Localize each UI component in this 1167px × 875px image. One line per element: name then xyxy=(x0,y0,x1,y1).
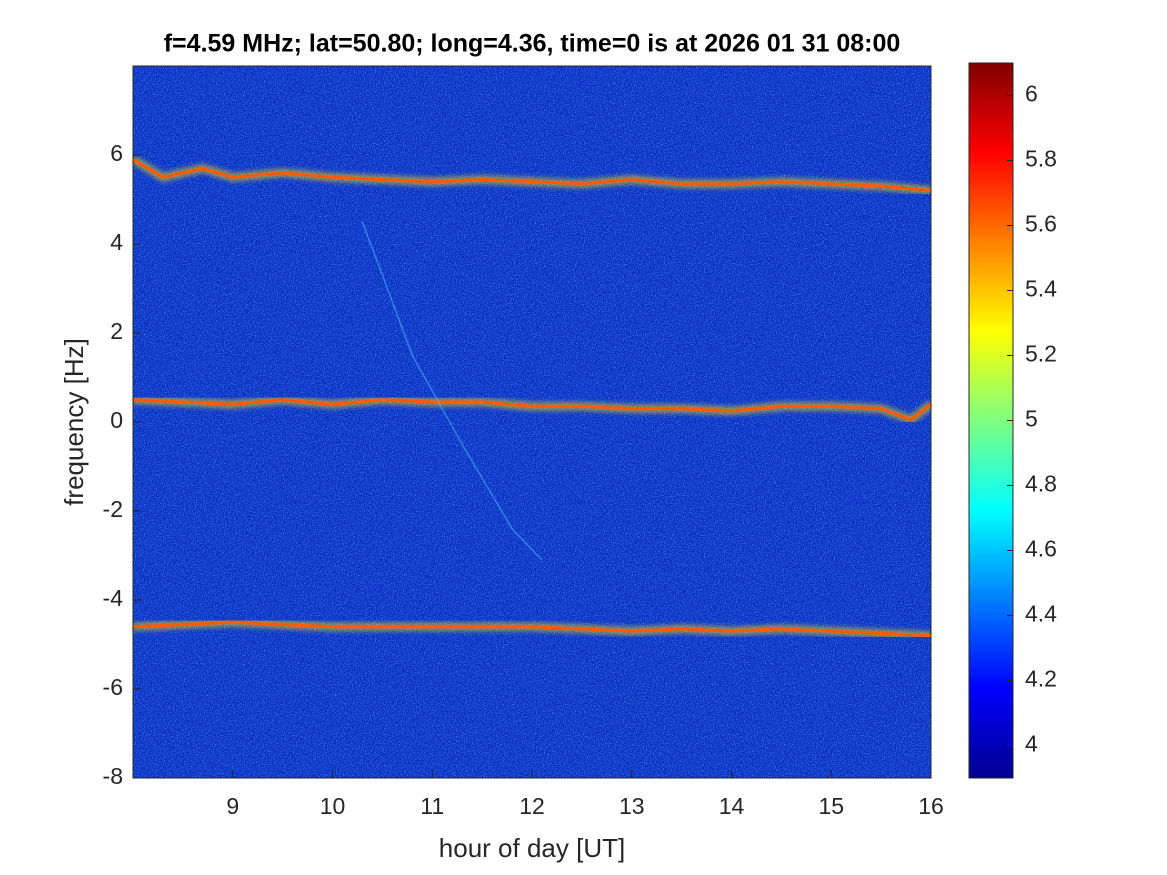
colorbar-tick-label: 4.4 xyxy=(1025,601,1057,627)
y-tick-label: 2 xyxy=(110,318,123,344)
y-tick-label: -2 xyxy=(103,496,123,522)
colorbar-tick-label: 5.6 xyxy=(1025,211,1057,237)
x-tick-label: 11 xyxy=(420,793,444,819)
colorbar-tick-label: 5.4 xyxy=(1025,276,1057,302)
x-tick-label: 10 xyxy=(320,793,346,819)
y-tick-label: -4 xyxy=(103,585,124,611)
x-tick-label: 9 xyxy=(226,793,239,819)
colorbar-tick-label: 4 xyxy=(1025,731,1038,757)
y-tick-label: 4 xyxy=(110,229,123,255)
colorbar-tick-label: 5 xyxy=(1025,406,1038,432)
colorbar-tick-label: 6 xyxy=(1025,81,1038,107)
colorbar-tick-label: 4.8 xyxy=(1025,471,1057,497)
y-axis-label: frequency [Hz] xyxy=(59,338,89,506)
trace xyxy=(132,158,932,193)
colorbar-tick-label: 5.8 xyxy=(1025,146,1057,172)
y-tick-label: -8 xyxy=(103,763,123,789)
y-tick-label: 6 xyxy=(110,140,123,166)
colorbar-tick-label: 5.2 xyxy=(1025,341,1057,367)
trace xyxy=(132,620,932,638)
colorbar-tick-label: 4.2 xyxy=(1025,666,1057,692)
x-tick-label: 12 xyxy=(519,793,545,819)
x-tick-label: 14 xyxy=(719,793,745,819)
trace xyxy=(361,221,543,561)
x-axis-label: hour of day [UT] xyxy=(439,833,625,863)
y-tick-label: 0 xyxy=(110,407,123,433)
trace xyxy=(132,398,932,422)
x-tick-label: 15 xyxy=(818,793,844,819)
x-tick-label: 13 xyxy=(619,793,645,819)
x-tick-label: 16 xyxy=(918,793,944,819)
chart-title: f=4.59 MHz; lat=50.80; long=4.36, time=0… xyxy=(164,30,901,58)
plot-area xyxy=(130,66,934,778)
colorbar xyxy=(968,62,1014,779)
y-tick-label: -6 xyxy=(103,674,123,700)
colorbar-tick-label: 4.6 xyxy=(1025,536,1057,562)
